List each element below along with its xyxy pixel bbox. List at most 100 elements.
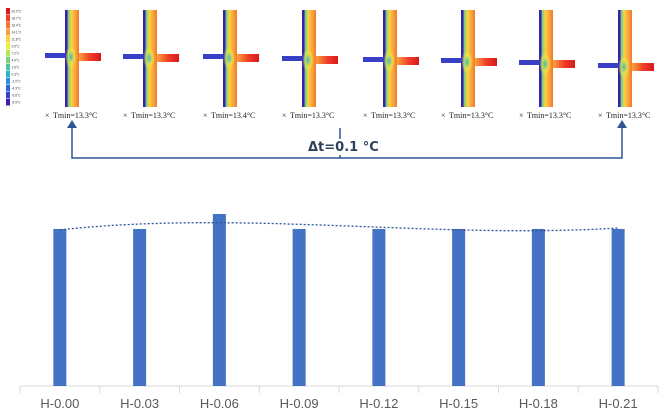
category-label: H-0.06: [200, 396, 239, 411]
tmin-label: Tmin=13.3°C: [290, 111, 334, 120]
legend-value: 9.5°C: [12, 45, 21, 49]
legend-value: -6.6°C: [12, 94, 22, 98]
simulation-panels: × Tmin=13.3°C × Tmin=13.3°C × Tmin=13.4°C × Tmi…: [45, 10, 654, 120]
tmin-label: Tmin=13.3°C: [449, 111, 493, 120]
thermal-bridge-spot: [618, 55, 630, 79]
legend-swatch: [6, 64, 10, 71]
legend-value: -4.3°C: [12, 87, 22, 91]
thermal-bridge-spot: [383, 49, 395, 73]
tmin-marker-icon: ×: [203, 111, 208, 120]
tmin-label: Tmin=13.3°C: [371, 111, 415, 120]
bar-H-0.03: [133, 228, 147, 386]
tmin-marker-icon: ×: [123, 111, 128, 120]
category-label: H-0.18: [519, 396, 558, 411]
legend-swatch: [6, 57, 10, 64]
category-label: H-0.12: [359, 396, 398, 411]
tmin-label: Tmin=13.3°C: [606, 111, 650, 120]
simulation-panel: × Tmin=13.3°C: [598, 10, 654, 120]
bar-chart: H-0.00 H-0.03 H-0.06 H-0.09 H-0.12 H-0.15 H-0.…: [19, 214, 659, 411]
thermal-bridge-spot: [461, 50, 473, 74]
bar-H-0.06: [212, 214, 226, 386]
category-label: H-0.03: [120, 396, 159, 411]
tmin-marker-icon: ×: [441, 111, 446, 120]
bar-H-0.15: [452, 228, 466, 386]
legend-swatch: [6, 22, 10, 29]
exterior-slab: [441, 58, 462, 63]
bar-H-0.18: [531, 228, 545, 386]
legend-value: 4.9°C: [12, 59, 21, 63]
exterior-slab: [203, 54, 224, 59]
thermal-bridge-spot: [143, 46, 155, 70]
simulation-panel: × Tmin=13.3°C: [363, 10, 419, 120]
category-labels: H-0.00 H-0.03 H-0.06 H-0.09 H-0.12 H-0.15 H-0.…: [40, 396, 637, 411]
tmin-marker-icon: ×: [282, 111, 287, 120]
wall-cold-face: [618, 10, 621, 107]
x-axis-ticks: [19, 386, 659, 393]
legend-value: 0.3°C: [12, 73, 21, 77]
bracket-line: [71, 128, 623, 159]
tmin-label: Tmin=13.3°C: [131, 111, 175, 120]
legend-swatch: [6, 85, 10, 92]
interior-slab: [316, 56, 338, 64]
simulation-panel: × Tmin=13.3°C: [123, 10, 179, 120]
interior-slab: [79, 53, 101, 61]
interior-slab: [632, 63, 654, 71]
tmin-marker-icon: ×: [598, 111, 603, 120]
exterior-slab: [363, 57, 384, 62]
category-label: H-0.09: [280, 396, 319, 411]
temperature-legend: 20.0°C 18.7°C 16.4°C 14.1°C 11.8°C 9.5°C 7.2°C…: [6, 8, 22, 106]
simulation-panel: × Tmin=13.3°C: [45, 10, 101, 120]
category-label: H-0.00: [40, 396, 79, 411]
tmin-label: Tmin=13.4°C: [211, 111, 255, 120]
tmin-marker-icon: ×: [45, 111, 50, 120]
tmin-label: Tmin=13.3°C: [527, 111, 571, 120]
interior-slab: [157, 54, 179, 62]
tmin-marker-icon: ×: [363, 111, 368, 120]
simulation-panel: × Tmin=13.3°C: [441, 10, 497, 120]
legend-value: 18.7°C: [12, 17, 22, 21]
bar-H-0.12: [372, 228, 386, 386]
bars: [53, 214, 625, 386]
legend-swatch: [6, 78, 10, 85]
thermal-bridge-spot: [539, 52, 551, 76]
tmin-label: Tmin=13.3°C: [53, 111, 97, 120]
legend-value: -8.9°C: [12, 101, 22, 105]
thermal-bridge-spot: [65, 45, 77, 69]
legend-swatch: [6, 15, 10, 22]
arrow-head-right-icon: [617, 120, 627, 128]
simulation-panel: × Tmin=13.4°C: [203, 10, 259, 120]
simulation-panel: × Tmin=13.3°C: [282, 10, 338, 120]
comparison-bracket: [67, 120, 627, 159]
annotation-bg: [300, 139, 392, 155]
legend-swatch: [6, 92, 10, 99]
interior-slab: [475, 58, 497, 66]
legend-value: -2.0°C: [12, 80, 22, 84]
delta-t-annotation: Δt=0.1 °C: [308, 140, 379, 155]
arrow-head-left-icon: [67, 120, 77, 128]
legend-value: 7.2°C: [12, 52, 21, 56]
legend-swatch: [6, 99, 10, 106]
legend-swatch: [6, 29, 10, 36]
bar-H-0.00: [53, 228, 67, 386]
thermal-bridge-spot: [302, 48, 314, 72]
legend-swatch: [6, 36, 10, 43]
legend-swatch: [6, 8, 10, 15]
tmin-marker-icon: ×: [519, 111, 524, 120]
exterior-slab: [123, 54, 144, 59]
exterior-slab: [282, 56, 303, 61]
legend-swatch: [6, 50, 10, 57]
legend-value: 14.1°C: [12, 31, 22, 35]
exterior-slab: [45, 53, 66, 58]
legend-value: 11.8°C: [12, 38, 22, 42]
legend-swatch: [6, 43, 10, 50]
bar-H-0.21: [611, 228, 625, 386]
category-label: H-0.15: [439, 396, 478, 411]
thermal-bridge-spot: [223, 46, 235, 70]
interior-slab: [397, 57, 419, 65]
category-label: H-0.21: [599, 396, 638, 411]
simulation-panel: × Tmin=13.3°C: [519, 10, 575, 120]
trendline: [59, 222, 619, 232]
legend-value: 2.6°C: [12, 66, 21, 70]
legend-swatch: [6, 71, 10, 78]
